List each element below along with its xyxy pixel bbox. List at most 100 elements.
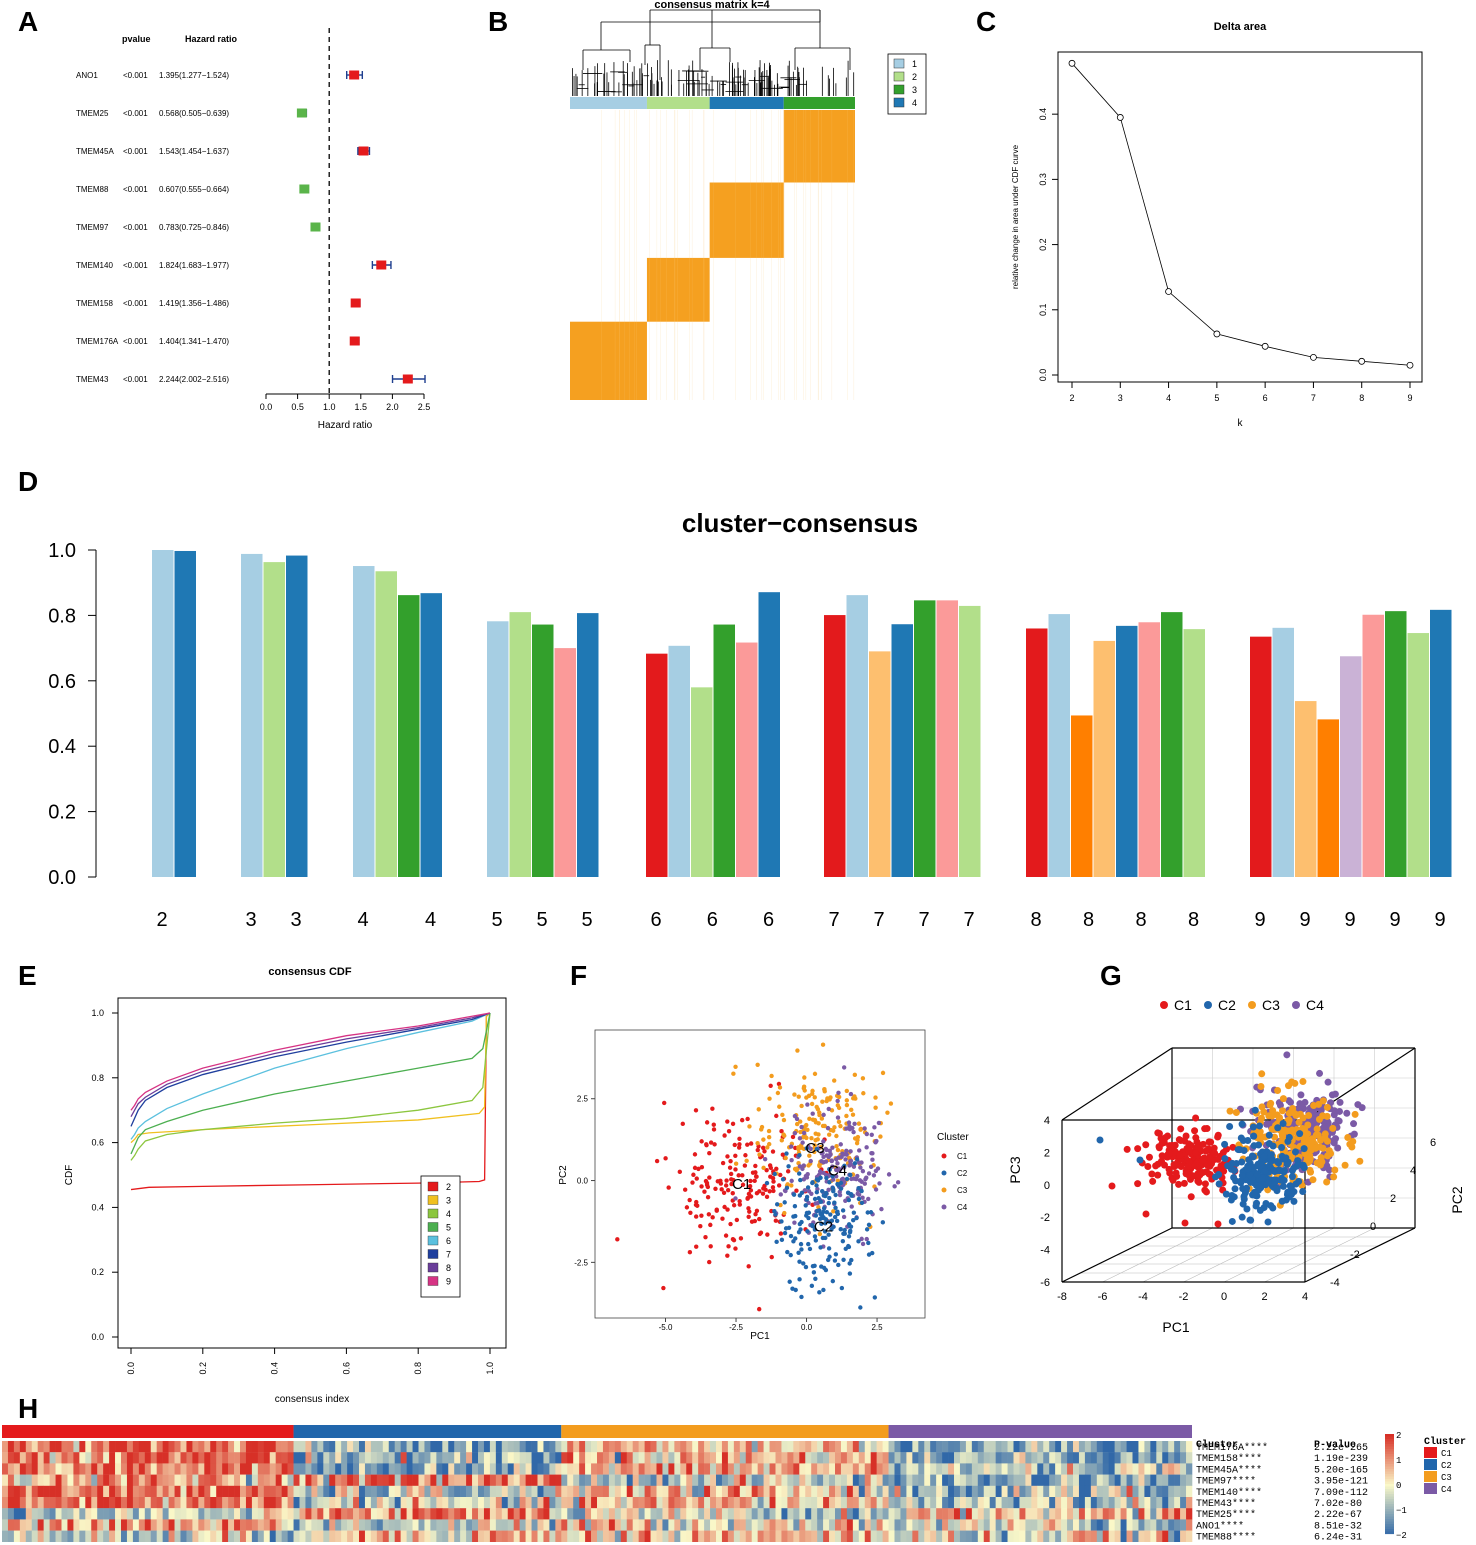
pca-point <box>763 1187 768 1192</box>
heatmap-cell <box>240 1452 247 1464</box>
heatmap-cell <box>555 1485 562 1498</box>
pca-point <box>762 1149 767 1154</box>
heatmap-cell <box>995 1508 1002 1520</box>
pca-point <box>858 1305 863 1310</box>
heatmap-cell <box>483 1508 491 1520</box>
heatmap-scale-segment <box>1385 1446 1394 1450</box>
pca-x-tick-label: 2.5 <box>871 1323 883 1332</box>
heatmap-cell <box>680 1519 687 1531</box>
cluster-consensus-bar <box>713 624 735 877</box>
cluster-consensus-bar <box>1048 614 1070 877</box>
heatmap-cell <box>662 1485 669 1498</box>
heatmap-cell <box>1025 1463 1032 1475</box>
heatmap-cell <box>359 1508 366 1520</box>
pca-point <box>774 1202 780 1207</box>
cluster-consensus-bar <box>353 566 375 877</box>
panel-label-h: H <box>18 1393 39 1424</box>
heatmap-cell <box>1108 1474 1115 1486</box>
heatmap-cell <box>1132 1474 1139 1486</box>
heatmap-cell <box>376 1463 384 1475</box>
heatmap-cell <box>918 1463 925 1475</box>
heatmap-cell <box>234 1519 241 1531</box>
forest-plot: pvalue Hazard ratio ANO1 <0.001 1.395(1.27… <box>76 28 430 431</box>
pca-point <box>764 1167 769 1173</box>
heatmap-cell <box>745 1519 752 1531</box>
heatmap-cell <box>656 1452 663 1464</box>
heatmap-cell <box>25 1508 33 1520</box>
heatmap-cell <box>644 1530 651 1542</box>
heatmap-cell <box>704 1530 711 1542</box>
heatmap-cell <box>781 1508 788 1520</box>
delta-area-plot: Delta area 2 3 4 5 6 7 8 90.00.10.20.30.4 k rel… <box>1011 21 1423 429</box>
heatmap-cell <box>311 1474 318 1486</box>
heatmap-cell <box>823 1474 830 1486</box>
heatmap-cell <box>109 1463 116 1475</box>
heatmap-cell <box>305 1530 312 1542</box>
heatmap-cell <box>2 1530 9 1542</box>
heatmap-cell <box>1078 1519 1086 1531</box>
heatmap-cell <box>835 1452 842 1464</box>
heatmap-cell <box>257 1474 265 1486</box>
heatmap-scale-segment <box>1385 1526 1394 1530</box>
heatmap-cell <box>1144 1452 1151 1464</box>
heatmap-cell <box>1019 1452 1026 1464</box>
heatmap-cell <box>632 1474 639 1486</box>
heatmap-cell <box>156 1463 163 1475</box>
forest-hr-text: 1.543(1.454−1.637) <box>159 147 229 156</box>
pca-point <box>789 1183 794 1188</box>
heatmap-cell <box>620 1463 628 1475</box>
pca-point <box>844 1176 850 1182</box>
heatmap-cell <box>591 1463 598 1475</box>
heatmap-cell <box>888 1463 895 1475</box>
heatmap-cell <box>430 1463 437 1475</box>
pca-point <box>803 1173 809 1179</box>
heatmap-cell <box>704 1508 711 1520</box>
heatmap-cell <box>412 1485 419 1498</box>
heatmap-cell <box>329 1485 336 1498</box>
heatmap-cell <box>823 1519 830 1531</box>
heatmap-cell <box>1073 1519 1080 1531</box>
heatmap-cell <box>382 1452 390 1464</box>
heatmap-cell <box>329 1497 336 1509</box>
pca-point <box>796 1229 802 1235</box>
heatmap-cell <box>555 1474 562 1486</box>
heatmap-cell <box>573 1474 580 1486</box>
heatmap-cell <box>644 1508 651 1520</box>
heatmap-cell <box>1114 1463 1121 1475</box>
heatmap-scale-segment <box>1385 1499 1394 1502</box>
heatmap-cell <box>1174 1519 1181 1531</box>
heatmap-cell <box>710 1530 717 1542</box>
heatmap-cell <box>507 1463 514 1475</box>
heatmap-cell <box>775 1441 782 1453</box>
heatmap-cell <box>305 1508 312 1520</box>
heatmap-cell <box>632 1452 639 1464</box>
heatmap-cell <box>347 1485 354 1498</box>
heatmap-cell <box>412 1508 419 1520</box>
heatmap-cell <box>674 1497 681 1509</box>
heatmap-cell <box>13 1452 21 1464</box>
heatmap-cell <box>1025 1508 1032 1520</box>
pca-point <box>847 1261 852 1266</box>
heatmap-cell <box>121 1474 128 1486</box>
pca-point <box>834 1218 840 1224</box>
heatmap-cell <box>335 1497 342 1509</box>
heatmap-cell <box>644 1474 651 1486</box>
heatmap-cell <box>977 1463 985 1475</box>
heatmap-cell <box>799 1497 806 1509</box>
pca-point <box>745 1196 750 1201</box>
heatmap-cell <box>805 1530 812 1542</box>
heatmap-cell <box>686 1452 693 1464</box>
heatmap-cell <box>733 1452 741 1464</box>
heatmap-cell <box>650 1452 657 1464</box>
heatmap-cell <box>674 1519 681 1531</box>
heatmap-cell <box>585 1474 592 1486</box>
pca-point <box>815 1137 820 1142</box>
heatmap-cell <box>840 1463 848 1475</box>
heatmap-cell <box>852 1474 860 1486</box>
heatmap-cell <box>817 1463 824 1475</box>
pca-point <box>797 1152 802 1158</box>
heatmap-cell <box>1025 1452 1032 1464</box>
pca-point <box>796 1094 801 1099</box>
heatmap-cell <box>115 1452 122 1464</box>
heatmap-cell <box>406 1441 413 1453</box>
